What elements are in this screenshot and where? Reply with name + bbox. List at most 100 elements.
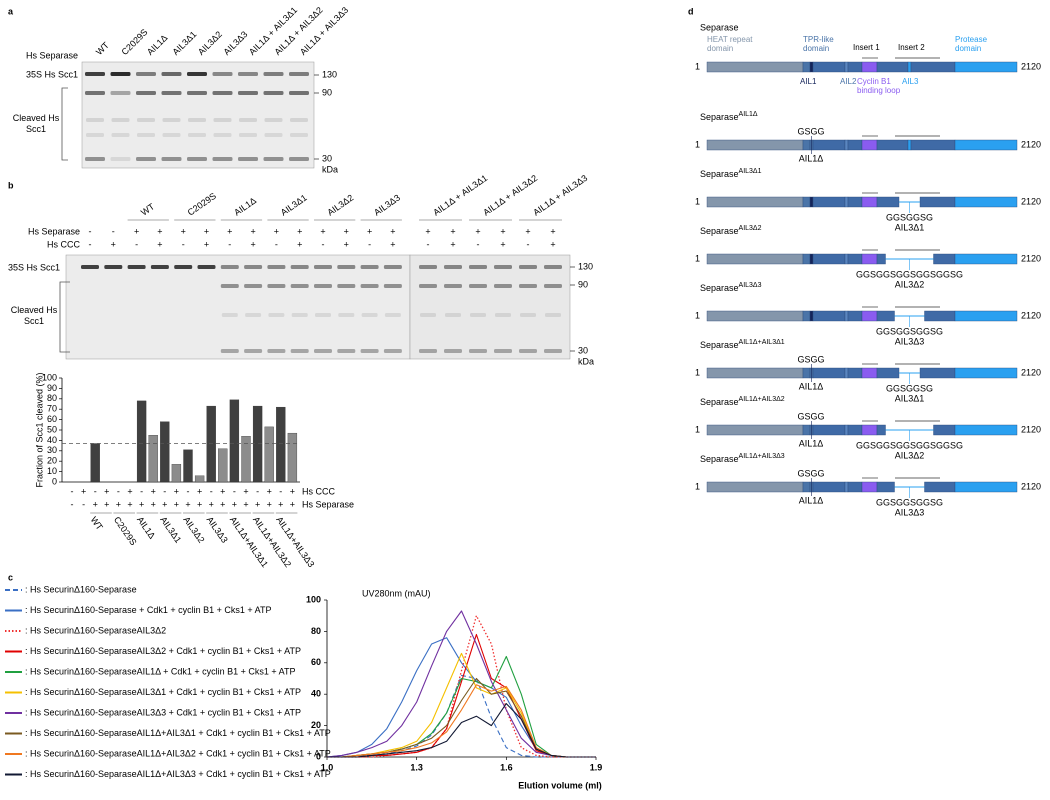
unit-label: kDa xyxy=(578,356,594,366)
gel-band xyxy=(384,313,401,317)
lane-label: WT xyxy=(94,40,111,57)
gel-band xyxy=(187,157,207,161)
domain-segment xyxy=(876,310,895,322)
sign: + xyxy=(227,226,232,236)
sign: + xyxy=(297,226,302,236)
sign: - xyxy=(368,239,371,249)
gel-band xyxy=(289,91,309,95)
bar xyxy=(287,432,298,483)
title-base: Separase xyxy=(700,226,739,236)
legend-label: : Hs SecurinΔ160-SeparaseAIL3Δ1 + Cdk1 +… xyxy=(25,687,301,697)
gel-band xyxy=(519,284,537,288)
gel-band xyxy=(520,313,536,317)
group-label: AIL1Δ + AIL3Δ3 xyxy=(531,173,589,218)
gel-band xyxy=(161,72,182,76)
series-line xyxy=(326,610,596,758)
sign: + xyxy=(157,239,162,249)
domain-segment xyxy=(876,481,895,493)
sign: - xyxy=(228,239,231,249)
sign: - xyxy=(275,239,278,249)
group-label: AIL1Δ + AIL3Δ1 xyxy=(431,173,489,218)
domain-segment xyxy=(954,367,1018,379)
gel-band xyxy=(244,284,263,288)
sign: + xyxy=(243,499,248,509)
gel-band xyxy=(337,349,356,353)
gel-band xyxy=(187,72,207,76)
y-tick-label: 40 xyxy=(47,435,57,445)
domain-segment xyxy=(844,481,849,493)
gel-band xyxy=(137,118,155,122)
domain-segment xyxy=(812,61,846,73)
gel-band xyxy=(314,349,332,353)
group-label: WT xyxy=(89,515,106,533)
sign: - xyxy=(477,239,480,249)
sign: + xyxy=(274,226,279,236)
sign: - xyxy=(322,239,325,249)
residue-label: 2120 xyxy=(1021,424,1041,434)
sign: + xyxy=(134,226,139,236)
bar xyxy=(148,435,158,483)
legend-label: : Hs SecurinΔ160-SeparaseAIL3Δ2 xyxy=(25,625,166,635)
gel-band xyxy=(419,349,437,353)
bar xyxy=(241,436,251,483)
gel-band xyxy=(104,265,123,269)
gel-band xyxy=(136,72,156,76)
gel-band xyxy=(290,349,309,353)
marker-label: 130 xyxy=(578,261,593,271)
gel-band xyxy=(188,118,206,122)
gel-band xyxy=(444,265,462,269)
gel-band xyxy=(289,72,309,76)
gel-band xyxy=(111,118,130,122)
gel-band xyxy=(188,133,206,137)
domain-segment xyxy=(861,196,878,208)
domain-segment xyxy=(812,481,846,493)
y-axis-label: UV280nm (mAU) xyxy=(362,588,431,598)
domain-label: Protease domain xyxy=(955,35,988,53)
bar xyxy=(264,426,274,483)
gel-band xyxy=(519,349,537,353)
domain-label: HEAT repeat domain xyxy=(707,35,753,53)
domain-segment xyxy=(954,196,1018,208)
series-line xyxy=(327,655,596,758)
sign: + xyxy=(550,226,555,236)
deletion-label: AIL1Δ xyxy=(799,495,824,505)
gel-band xyxy=(220,265,239,269)
domain-segment xyxy=(844,310,849,322)
gel-band xyxy=(238,91,258,95)
group-label: AIL3Δ2 xyxy=(325,192,355,217)
sign: + xyxy=(127,486,132,496)
sign: + xyxy=(390,239,395,249)
lane-label: AIL1Δ xyxy=(145,33,169,57)
domain-segment xyxy=(876,196,900,208)
row-header: Hs CCC xyxy=(47,239,80,249)
group-label: AIL3Δ1 xyxy=(279,192,309,217)
y-tick-label: 60 xyxy=(311,657,321,667)
gel-band xyxy=(469,349,487,353)
construct-title: Separase xyxy=(700,22,739,32)
residue-label: 2120 xyxy=(1021,367,1041,377)
gel-band xyxy=(213,133,232,137)
bar xyxy=(183,449,193,483)
deletion-label: AIL3Δ2 xyxy=(895,279,925,289)
bar xyxy=(206,405,216,483)
legend-label: : Hs SecurinΔ160-SeparaseAIL1Δ + Cdk1 + … xyxy=(25,666,296,676)
legend-label: : Hs SecurinΔ160-SeparaseAIL1Δ+AIL3Δ2 + … xyxy=(25,748,331,758)
domain-segment xyxy=(706,196,804,208)
sign: + xyxy=(500,226,505,236)
gel-band xyxy=(470,313,486,317)
gel-band xyxy=(264,118,283,122)
feature-label: AIL2 xyxy=(840,77,857,86)
sign: + xyxy=(250,226,255,236)
gel-band xyxy=(86,133,104,137)
domain-segment xyxy=(802,367,811,379)
gel-band xyxy=(81,265,99,269)
sign: - xyxy=(71,499,74,509)
lane-label: AIL1Δ + AIL3Δ3 xyxy=(298,5,350,57)
linker-label: GSGG xyxy=(797,411,824,421)
construct-title: SeparaseAIL3Δ1 xyxy=(700,168,762,180)
gel-band xyxy=(110,157,131,161)
domain-segment xyxy=(907,139,912,151)
gel-band xyxy=(360,265,379,269)
domain-segment xyxy=(847,481,863,493)
gel-band xyxy=(263,72,284,76)
